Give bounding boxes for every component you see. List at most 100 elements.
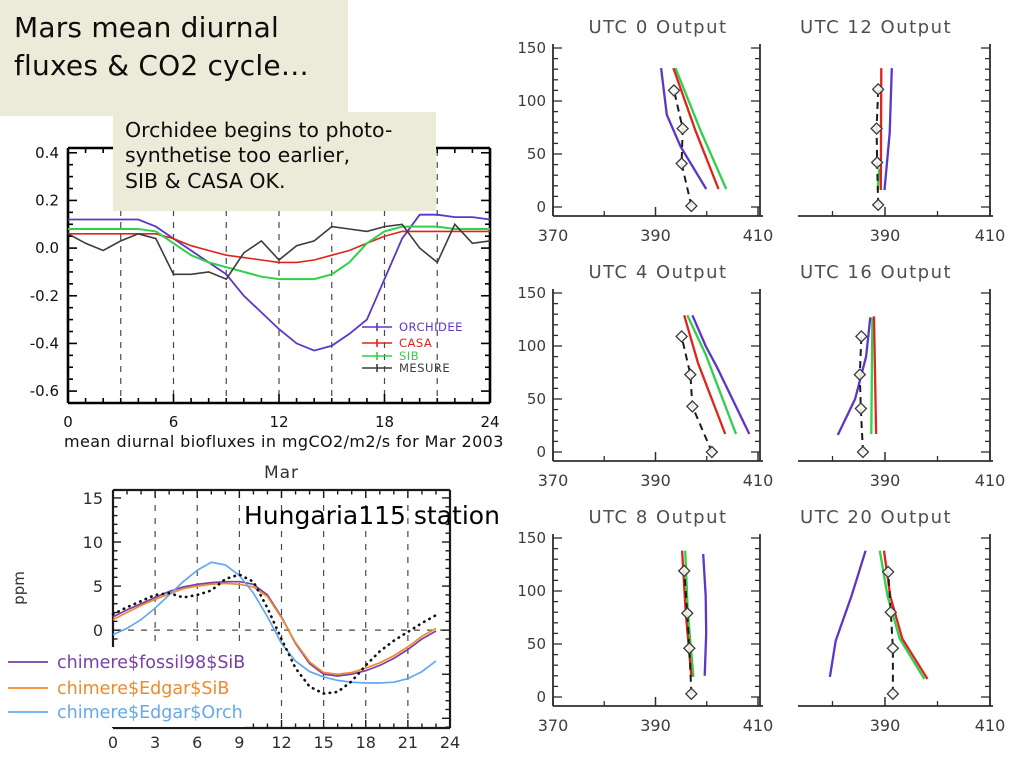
series-obs	[875, 89, 880, 205]
obs-diamond-marker	[871, 82, 885, 96]
tick-label: 50	[527, 145, 546, 163]
profile-chart-utc8: 0 50 100 150 370 390 410 UTC 8 Output	[517, 507, 773, 735]
obs-diamond-marker	[856, 445, 870, 459]
series-edgar_sib	[112, 582, 437, 676]
tick-label: 390	[870, 716, 901, 735]
tick-label: 370	[538, 471, 569, 490]
profile-chart-utc0: 0 50 100 150 370 390 410 UTC 0 Output	[517, 17, 774, 245]
station-co2-chart: 0 5 10 15 0 3 6 9 12 15 18 21 24 Mar ppm chimere$fossil…	[0, 463, 460, 752]
tick-label: 390	[640, 471, 671, 490]
tick-label: 100	[517, 92, 546, 110]
panel-title: UTC 0 Output	[588, 17, 727, 38]
tick-label: 0.0	[35, 239, 59, 257]
slide-title: Mars mean diurnal fluxes & CO2 cycle…	[0, 0, 348, 116]
tick-label: 150	[517, 529, 546, 547]
obs-diamond-marker	[684, 687, 698, 701]
tick-label: 150	[517, 39, 546, 57]
series-sib	[68, 225, 490, 281]
tick-label: 0.4	[35, 144, 59, 162]
tick-label: 410	[975, 226, 1006, 245]
tick-label: 370	[538, 716, 569, 735]
series-sib	[674, 67, 728, 190]
obs-diamond-marker	[685, 400, 699, 413]
legend-label: MESURE	[399, 361, 450, 375]
panel-title: UTC 20 Output	[800, 507, 952, 528]
obs-diamond-marker	[870, 122, 884, 135]
profile-chart-utc4: 0 50 100 150 370 390 410 UTC 4 Output	[517, 262, 774, 490]
legend-label: chimere$Edgar$SiB	[57, 679, 229, 699]
obs-diamond-marker	[684, 199, 698, 213]
legend-label: chimere$fossil98$SiB	[57, 653, 245, 673]
panel-title: UTC 4 Output	[588, 262, 727, 283]
tick-label: -0.6	[30, 382, 59, 400]
series-orchidee	[659, 67, 708, 190]
legend-background	[0, 647, 244, 727]
series-casa	[872, 316, 878, 435]
series-measurements	[111, 573, 438, 695]
obs-diamond-marker	[682, 641, 696, 655]
series-casa	[683, 314, 727, 435]
tick-label: 410	[743, 471, 774, 490]
tick-label: 50	[527, 390, 546, 408]
tick-label: 100	[517, 337, 546, 355]
obs-diamond-marker	[676, 122, 690, 135]
tick-label: 150	[517, 284, 546, 302]
chart-title: Mar	[264, 463, 299, 483]
obs-diamond-marker	[667, 83, 681, 97]
legend-label: SIB	[399, 349, 419, 363]
series-mesure	[67, 222, 491, 281]
x-axis-caption: mean diurnal biofluxes in mgCO2/m2/s for…	[64, 432, 504, 451]
obs-diamond-marker	[871, 198, 885, 212]
tick-label: 410	[975, 716, 1006, 735]
tick-label: 0	[536, 198, 546, 216]
tick-label: 410	[743, 226, 774, 245]
tick-label: 0	[536, 688, 546, 706]
panel-title: UTC 16 Output	[800, 262, 952, 283]
tick-label: 12	[271, 733, 291, 752]
tick-label: 21	[398, 733, 418, 752]
profile-chart-utc12: 390 410 UTC 12 Output	[798, 17, 1006, 245]
panel-title: UTC 12 Output	[800, 17, 952, 38]
tick-label: 390	[870, 226, 901, 245]
series-orchidee	[883, 68, 893, 191]
series-obs	[680, 336, 713, 453]
y-axis-label: ppm	[10, 571, 28, 605]
series-orchidee	[702, 553, 708, 676]
obs-diamond-marker	[884, 605, 898, 619]
obs-diamond-marker	[854, 402, 868, 415]
panel-title: UTC 8 Output	[588, 507, 727, 528]
tick-label: 390	[870, 471, 901, 490]
legend-label: chimere$Edgar$Orch	[57, 703, 243, 723]
tick-label: 6	[169, 413, 179, 431]
obs-diamond-marker	[683, 368, 697, 382]
obs-diamond-marker	[870, 156, 884, 169]
obs-diamond-marker	[881, 565, 895, 579]
series-obs	[887, 571, 894, 694]
tick-label: 15	[313, 733, 333, 752]
series-orchidee	[691, 314, 751, 435]
tick-label: 100	[517, 582, 546, 600]
tick-label: 390	[640, 226, 671, 245]
tick-label: 18	[356, 733, 376, 752]
station-name-label: Hungaria115 station	[244, 501, 500, 530]
tick-label: 10	[83, 533, 103, 552]
tick-label: 0	[93, 621, 103, 640]
series-orchidee	[68, 213, 491, 352]
tick-label: 0	[536, 443, 546, 461]
series-obs	[673, 90, 693, 207]
legend-label: ORCHIDEE	[399, 320, 463, 334]
obs-diamond-marker	[853, 368, 867, 382]
series-casa	[672, 67, 720, 190]
tick-label: 6	[192, 733, 202, 752]
tick-label: 390	[640, 716, 671, 735]
tick-label: 9	[234, 733, 244, 752]
tick-label: 50	[527, 635, 546, 653]
series-orchidee	[828, 550, 867, 678]
annotation-note: Orchidee begins to photo- synthetise too…	[113, 112, 436, 211]
obs-diamond-marker	[680, 606, 694, 620]
obs-diamond-marker	[675, 157, 689, 170]
profile-chart-utc20: 390 410 UTC 20 Output	[798, 507, 1006, 735]
series-sib	[686, 314, 738, 435]
tick-label: 410	[975, 471, 1006, 490]
tick-label: 370	[538, 226, 569, 245]
